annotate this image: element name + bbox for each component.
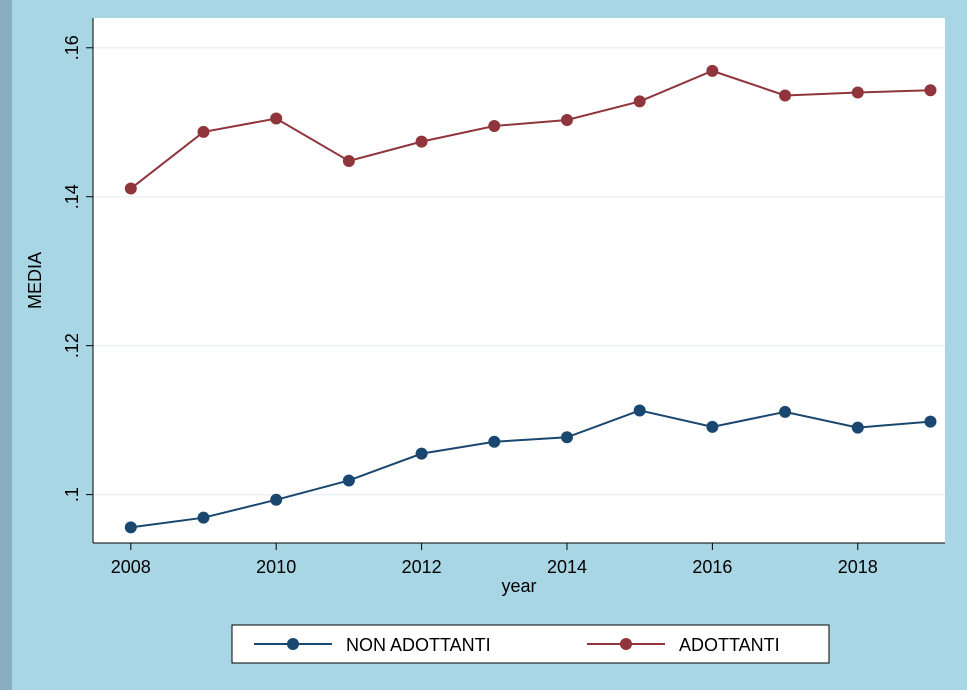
data-point (415, 447, 428, 460)
y-tick-label: .14 (62, 184, 82, 209)
data-point (197, 125, 210, 138)
data-point (851, 86, 864, 99)
data-point (706, 64, 719, 77)
data-point (342, 154, 355, 167)
data-point (779, 405, 792, 418)
data-point (415, 135, 428, 148)
data-point (270, 112, 283, 125)
data-point (488, 119, 501, 132)
data-point (124, 521, 137, 534)
x-tick-label: 2014 (547, 557, 587, 577)
series-line (130, 69, 931, 190)
y-axis-label: MEDIA (25, 252, 45, 309)
data-point (779, 89, 792, 102)
data-point (560, 114, 573, 127)
x-tick-label: 2008 (111, 557, 151, 577)
x-tick-label: 2016 (692, 557, 732, 577)
data-point (924, 415, 937, 428)
data-point (706, 420, 719, 433)
data-point (924, 84, 937, 97)
data-point (633, 95, 646, 108)
x-tick-label: 2018 (838, 557, 878, 577)
data-point (270, 493, 283, 506)
x-tick-label: 2012 (402, 557, 442, 577)
data-point (560, 431, 573, 444)
legend-label: ADOTTANTI (679, 635, 780, 655)
series-line (130, 409, 931, 529)
legend-marker (287, 638, 299, 650)
y-tick-label: .16 (62, 35, 82, 60)
data-point (197, 511, 210, 524)
data-point (633, 404, 646, 417)
data-point (488, 435, 501, 448)
legend-label: NON ADOTTANTI (346, 635, 491, 655)
plot-area (93, 18, 945, 543)
data-point (851, 421, 864, 434)
x-axis-label: year (501, 576, 536, 596)
data-point (124, 182, 137, 195)
x-tick-label: 2010 (256, 557, 296, 577)
legend-marker (620, 638, 632, 650)
data-point (342, 474, 355, 487)
y-tick-label: .1 (62, 487, 82, 502)
y-tick-label: .12 (62, 333, 82, 358)
side-strip (0, 0, 12, 690)
